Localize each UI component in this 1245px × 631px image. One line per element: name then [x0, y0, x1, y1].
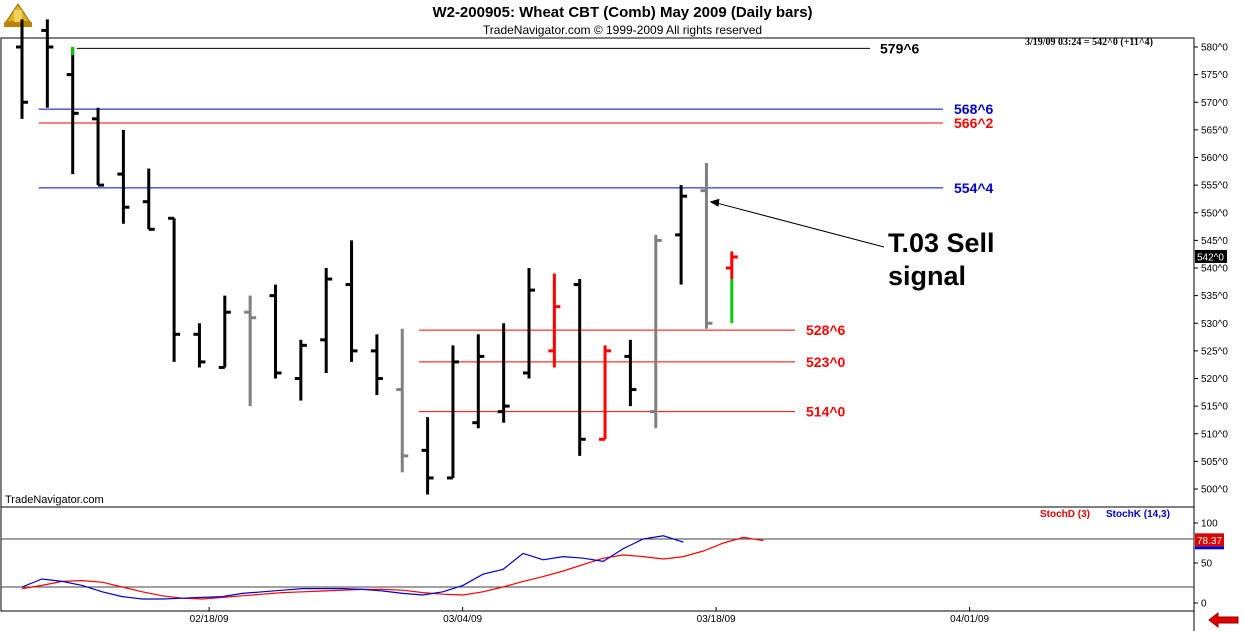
indicator-tick-label: 100	[1201, 519, 1218, 530]
x-tick-label: 04/01/09	[950, 614, 989, 625]
y-tick-label: 550^0	[1201, 208, 1228, 219]
y-tick-label: 570^0	[1201, 98, 1228, 109]
stoch-value-underline	[1195, 546, 1224, 550]
current-price-box	[1195, 249, 1227, 263]
current-price-label: 542^0	[1197, 252, 1224, 263]
stoch-value-label: 78.37	[1197, 536, 1222, 547]
arrow-head-icon	[709, 198, 720, 207]
chart-subtitle: TradeNavigator.com © 1999-2009 All right…	[482, 23, 763, 37]
indicator-tick-label: 50	[1201, 559, 1213, 570]
y-tick-label: 500^0	[1201, 485, 1228, 496]
trade-navigator-logo-icon	[4, 3, 32, 27]
level-label: 554^4	[954, 180, 994, 196]
annotation-arrow	[715, 202, 885, 248]
y-tick-label: 525^0	[1201, 346, 1228, 357]
x-tick-label: 03/04/09	[443, 614, 482, 625]
stochk-legend: StochK (14,3)	[1106, 509, 1170, 520]
watermark: TradeNavigator.com	[5, 494, 104, 506]
price-info: 3/19/09 03:24 = 542^0 (+11^4)	[1025, 37, 1154, 48]
sell-signal-annotation: T.03 Sell signal	[888, 227, 995, 293]
x-tick-label: 03/18/09	[697, 614, 736, 625]
level-label: 523^0	[806, 354, 846, 370]
stoch-series-line	[21, 536, 764, 600]
price-layer: 580^0 575^0 570^0 565^0 560^0 555^0 550^0 545^0…	[16, 19, 1228, 625]
y-tick-label: 560^0	[1201, 153, 1228, 164]
stochd-legend: StochD (3)	[1040, 509, 1090, 520]
level-label: 579^6	[880, 40, 920, 56]
y-tick-label: 530^0	[1201, 319, 1228, 330]
y-tick-label: 520^0	[1201, 374, 1228, 385]
indicator-layer: 100 50 0 78.37	[1, 519, 1224, 610]
y-tick-label: 540^0	[1201, 264, 1228, 275]
y-tick-label: 580^0	[1201, 43, 1228, 54]
y-tick-label: 565^0	[1201, 125, 1228, 136]
x-tick-label: 02/18/09	[190, 614, 229, 625]
level-label: 566^2	[954, 115, 994, 131]
level-label: 514^0	[806, 404, 846, 420]
y-tick-label: 555^0	[1201, 181, 1228, 192]
annotation-line-2: signal	[888, 261, 967, 291]
stoch-series-line	[21, 535, 684, 600]
level-label: 568^6	[954, 101, 994, 117]
y-tick-label: 510^0	[1201, 429, 1228, 440]
indicator-tick-label: 0	[1201, 599, 1207, 610]
y-tick-label: 545^0	[1201, 236, 1228, 247]
y-tick-label: 535^0	[1201, 291, 1228, 302]
price-panel-frame	[0, 37, 1195, 508]
scroll-left-arrow-icon[interactable]	[1208, 611, 1239, 629]
chart-title: W2-200905: Wheat CBT (Comb) May 2009 (Da…	[432, 4, 813, 21]
stoch-value-box	[1195, 533, 1224, 547]
annotation-line-1: T.03 Sell	[888, 228, 995, 258]
y-tick-label: 505^0	[1201, 457, 1228, 468]
level-label: 528^6	[806, 322, 846, 338]
y-tick-label: 515^0	[1201, 402, 1228, 413]
y-tick-label: 575^0	[1201, 70, 1228, 81]
indicator-panel-frame	[0, 506, 1195, 612]
